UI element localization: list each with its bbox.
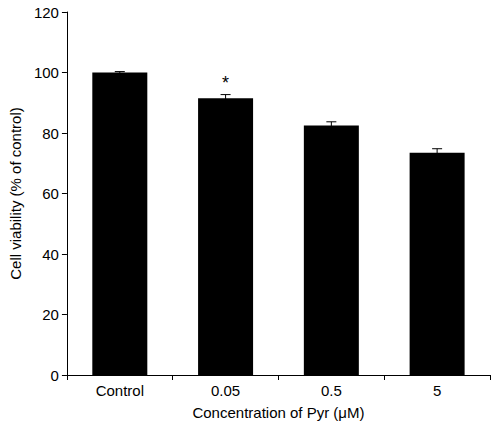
svg-text:100: 100	[34, 64, 59, 81]
svg-text:Cell viability (% of control): Cell viability (% of control)	[7, 107, 24, 280]
svg-text:5: 5	[433, 382, 441, 399]
svg-text:Control: Control	[96, 382, 144, 399]
svg-text:*: *	[222, 73, 229, 93]
svg-text:120: 120	[34, 4, 59, 21]
svg-text:Concentration of Pyr (μM): Concentration of Pyr (μM)	[192, 404, 364, 421]
svg-text:0.05: 0.05	[211, 382, 240, 399]
svg-text:0.5: 0.5	[321, 382, 342, 399]
svg-text:0: 0	[51, 367, 59, 384]
svg-text:60: 60	[42, 185, 59, 202]
svg-text:40: 40	[42, 246, 59, 263]
svg-text:20: 20	[42, 306, 59, 323]
svg-text:80: 80	[42, 125, 59, 142]
